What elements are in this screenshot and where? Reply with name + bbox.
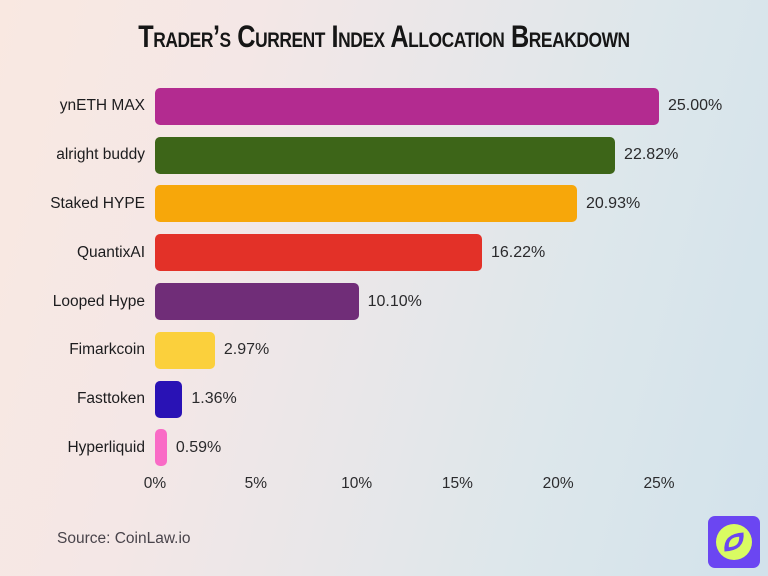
x-tick-label: 20% bbox=[542, 475, 574, 492]
value-label: 20.93% bbox=[585, 194, 641, 212]
category-label: Staked HYPE bbox=[50, 194, 145, 212]
bar-row: alright buddy 22.82% bbox=[0, 131, 768, 180]
value-label: 16.22% bbox=[490, 243, 546, 261]
bar-row: Staked HYPE 20.93% bbox=[0, 180, 768, 229]
x-tick-label: 0% bbox=[143, 475, 167, 492]
bar-row: Fasttoken 1.36% bbox=[0, 375, 768, 424]
x-tick-label: 25% bbox=[643, 475, 675, 492]
category-label: Fasttoken bbox=[76, 390, 145, 408]
category-label: Fimarkcoin bbox=[69, 341, 145, 359]
bar-rows: ynETH MAX 25.00% alright buddy 22.82% St… bbox=[0, 82, 768, 472]
chart-title: Trader’s Current Index Allocation Breakd… bbox=[138, 20, 630, 55]
category-label: ynETH MAX bbox=[59, 97, 145, 115]
value-label: 2.97% bbox=[223, 341, 270, 359]
bar bbox=[155, 87, 659, 125]
value-label: 25.00% bbox=[668, 97, 723, 115]
coinlaw-logo bbox=[708, 516, 760, 568]
bar bbox=[155, 331, 215, 369]
value-label: 0.59% bbox=[175, 438, 222, 456]
value-label: 10.10% bbox=[367, 292, 422, 310]
bar-row: ynETH MAX 25.00% bbox=[0, 82, 768, 131]
compass-needle-inner bbox=[728, 536, 740, 548]
source-text: Source: CoinLaw.io bbox=[57, 530, 191, 547]
x-tick-label: 5% bbox=[244, 475, 267, 492]
category-label: alright buddy bbox=[56, 146, 145, 164]
value-label: 1.36% bbox=[191, 390, 237, 408]
x-tick-label: 15% bbox=[441, 475, 473, 492]
bar-row: Looped Hype 10.10% bbox=[0, 277, 768, 326]
bar bbox=[155, 185, 577, 223]
bar-track: 20.93% bbox=[155, 185, 659, 223]
bar-track: 10.10% bbox=[155, 283, 659, 321]
bar bbox=[155, 283, 359, 321]
category-label: QuantixAI bbox=[76, 243, 145, 261]
category-label: Hyperliquid bbox=[67, 438, 145, 456]
bar bbox=[155, 234, 482, 272]
bar-row: QuantixAI 16.22% bbox=[0, 228, 768, 277]
category-label: Looped Hype bbox=[52, 292, 145, 310]
bar-track: 25.00% bbox=[155, 87, 722, 125]
x-tick-label: 10% bbox=[341, 475, 373, 492]
bar-track: 16.22% bbox=[155, 234, 659, 272]
x-axis: 0% 5% 10% 15% 20% 25% bbox=[144, 475, 675, 495]
bar-track: 2.97% bbox=[155, 331, 659, 369]
bar-row: Fimarkcoin 2.97% bbox=[0, 326, 768, 375]
bar bbox=[155, 136, 616, 174]
bar-track: 22.82% bbox=[155, 136, 678, 174]
bar-track: 1.36% bbox=[155, 380, 659, 418]
bar-track: 0.59% bbox=[155, 429, 659, 467]
value-label: 22.82% bbox=[624, 146, 679, 164]
bar-row: Hyperliquid 0.59% bbox=[0, 424, 768, 473]
bar bbox=[155, 429, 167, 467]
bar bbox=[155, 380, 183, 418]
